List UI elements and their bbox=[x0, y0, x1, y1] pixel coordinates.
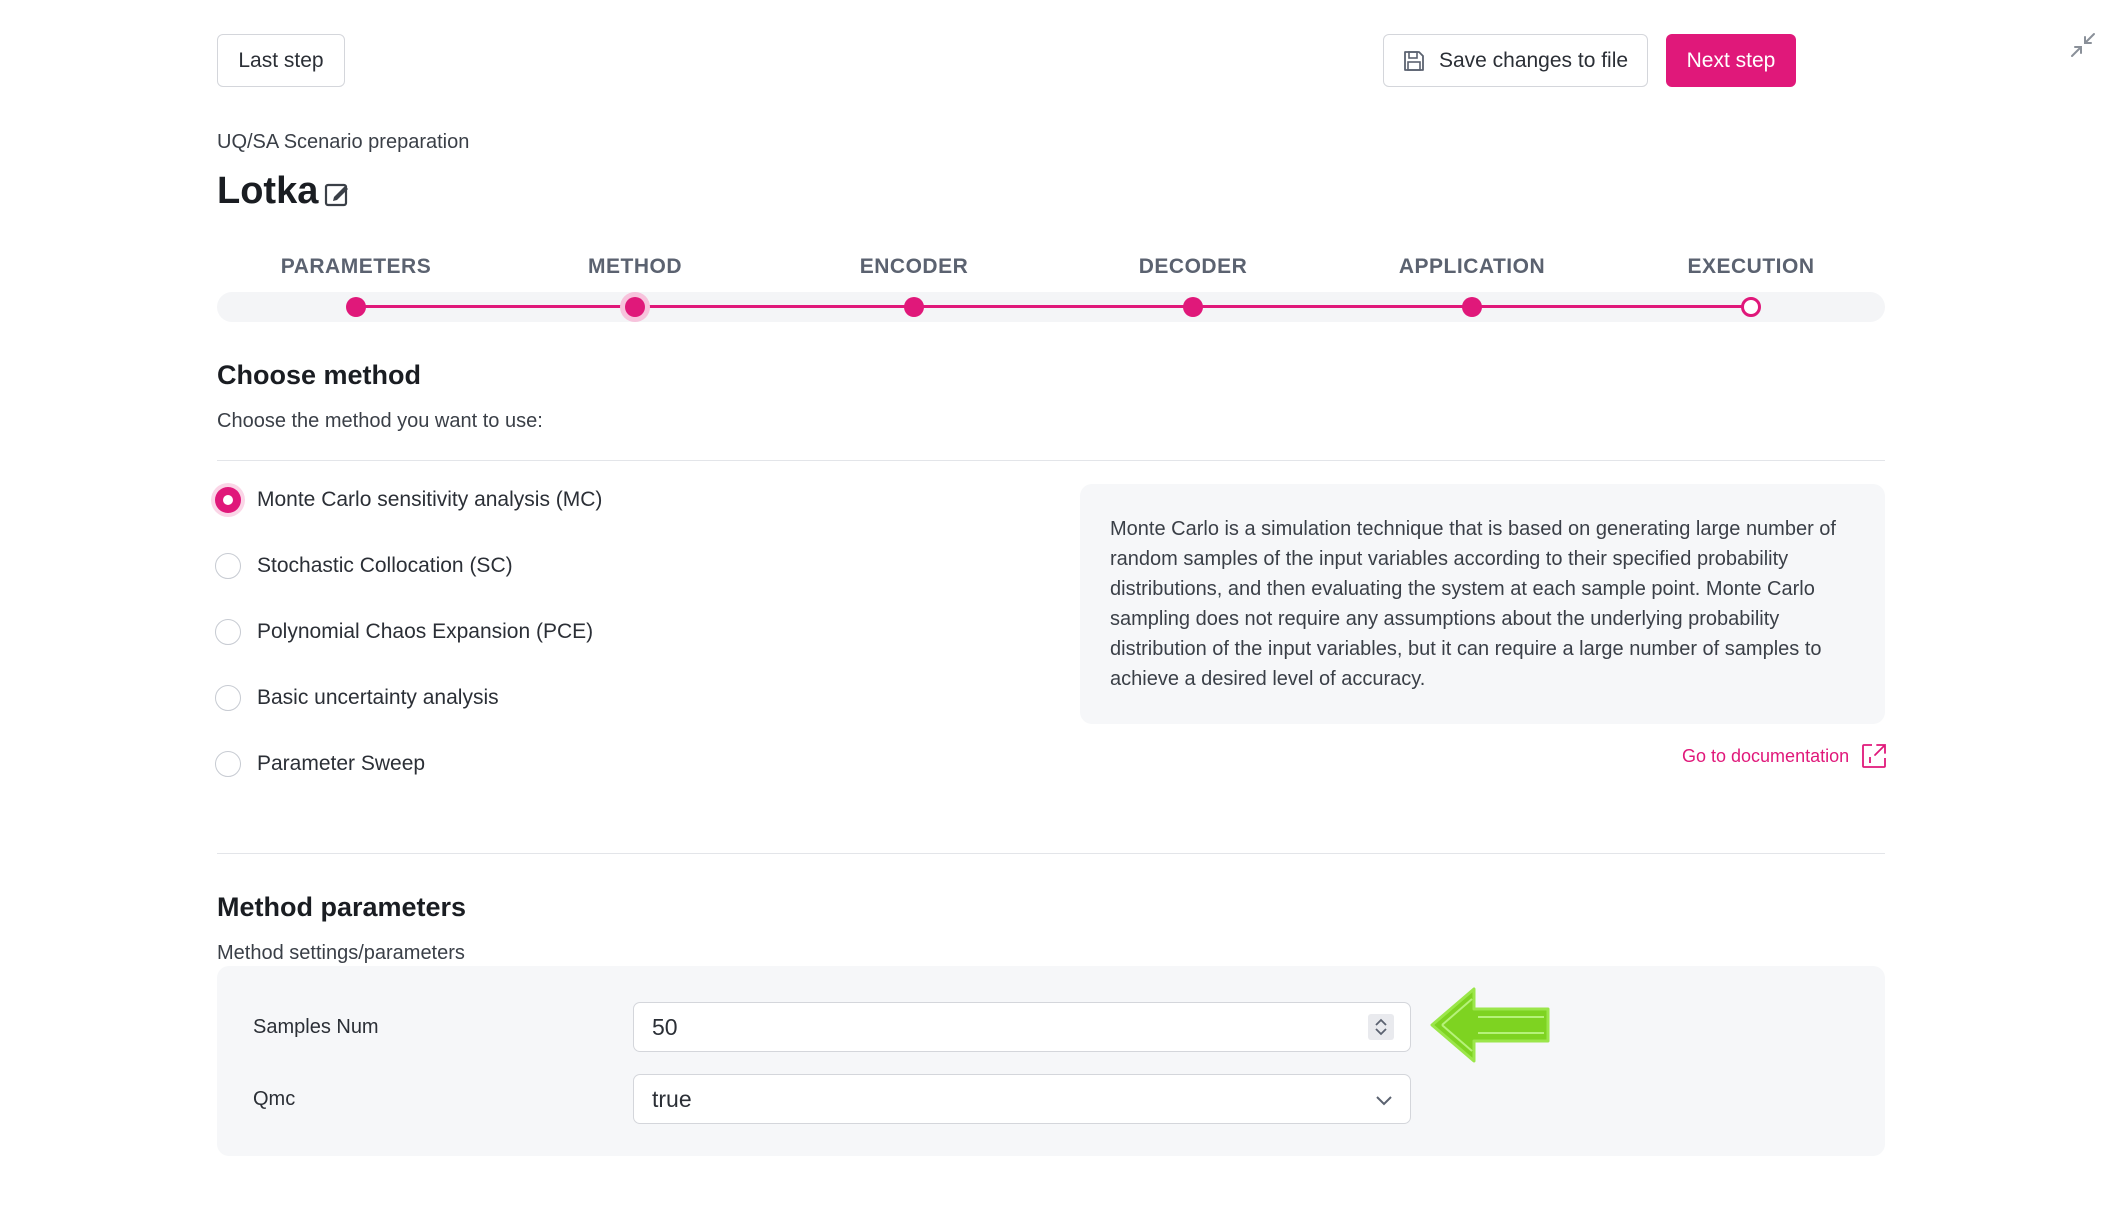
step-dot-encoder[interactable] bbox=[904, 297, 924, 317]
external-link-icon bbox=[1862, 744, 1887, 768]
step-dot-decoder[interactable] bbox=[1183, 297, 1203, 317]
last-step-label: Last step bbox=[238, 48, 324, 72]
radio-button[interactable] bbox=[215, 619, 241, 645]
section-divider bbox=[217, 460, 1885, 461]
chevron-down-icon bbox=[1376, 1096, 1392, 1106]
next-step-button[interactable]: Next step bbox=[1666, 34, 1796, 87]
save-changes-label: Save changes to file bbox=[1438, 48, 1629, 72]
green-arrow-annotation-icon bbox=[1430, 987, 1550, 1063]
choose-method-heading: Choose method bbox=[217, 360, 422, 390]
radio-button[interactable] bbox=[215, 487, 241, 513]
save-changes-button[interactable]: Save changes to file bbox=[1383, 34, 1648, 87]
method-option-mc[interactable]: Monte Carlo sensitivity analysis (MC) bbox=[215, 483, 602, 517]
step-progress-line bbox=[356, 305, 1751, 308]
step-label-parameters[interactable]: PARAMETERS bbox=[280, 255, 432, 278]
qmc-label: Qmc bbox=[253, 1088, 296, 1110]
method-option-label: Parameter Sweep bbox=[257, 752, 426, 775]
radio-button[interactable] bbox=[215, 685, 241, 711]
radio-button[interactable] bbox=[215, 553, 241, 579]
step-dot-parameters[interactable] bbox=[346, 297, 366, 317]
step-label-application[interactable]: APPLICATION bbox=[1398, 255, 1546, 278]
step-label-execution[interactable]: EXECUTION bbox=[1687, 255, 1815, 278]
page-title: Lotka bbox=[217, 170, 319, 212]
method-info-box: Monte Carlo is a simulation technique th… bbox=[1080, 484, 1885, 724]
method-option-label: Monte Carlo sensitivity analysis (MC) bbox=[257, 488, 603, 511]
page-subtitle: UQ/SA Scenario preparation bbox=[217, 131, 470, 153]
step-label-encoder[interactable]: ENCODER bbox=[859, 255, 969, 278]
step-dot-execution[interactable] bbox=[1741, 297, 1761, 317]
method-parameters-panel bbox=[217, 966, 1885, 1156]
method-option-sweep[interactable]: Parameter Sweep bbox=[215, 747, 425, 781]
step-dot-application[interactable] bbox=[1462, 297, 1482, 317]
floppy-disk-icon bbox=[1404, 50, 1424, 71]
qmc-select[interactable]: true bbox=[633, 1074, 1411, 1124]
method-parameters-description: Method settings/parameters bbox=[217, 942, 465, 964]
samples-num-input[interactable]: 50 bbox=[633, 1002, 1411, 1052]
next-step-label: Next step bbox=[1686, 48, 1776, 72]
method-parameters-heading: Method parameters bbox=[217, 892, 467, 922]
documentation-link[interactable]: Go to documentation bbox=[1682, 743, 1887, 769]
qmc-value: true bbox=[652, 1085, 692, 1112]
method-option-pce[interactable]: Polynomial Chaos Expansion (PCE) bbox=[215, 615, 593, 649]
edit-icon[interactable] bbox=[323, 180, 351, 208]
samples-num-label: Samples Num bbox=[253, 1016, 379, 1038]
step-dot-method[interactable] bbox=[625, 297, 645, 317]
radio-button[interactable] bbox=[215, 751, 241, 777]
last-step-button[interactable]: Last step bbox=[217, 34, 345, 87]
method-option-label: Basic uncertainty analysis bbox=[257, 686, 499, 709]
choose-method-description: Choose the method you want to use: bbox=[217, 410, 543, 432]
documentation-link-label: Go to documentation bbox=[1682, 745, 1850, 766]
number-stepper[interactable] bbox=[1368, 1014, 1394, 1040]
method-option-label: Polynomial Chaos Expansion (PCE) bbox=[257, 620, 594, 643]
method-option-sc[interactable]: Stochastic Collocation (SC) bbox=[215, 549, 513, 583]
method-option-basic[interactable]: Basic uncertainty analysis bbox=[215, 681, 499, 715]
method-option-label: Stochastic Collocation (SC) bbox=[257, 554, 513, 577]
collapse-icon[interactable] bbox=[2070, 32, 2096, 58]
samples-num-value: 50 bbox=[652, 1013, 678, 1040]
step-label-method[interactable]: METHOD bbox=[588, 255, 682, 278]
step-label-decoder[interactable]: DECODER bbox=[1138, 255, 1248, 278]
stepper-arrows-icon bbox=[1375, 1018, 1387, 1036]
section-divider bbox=[217, 853, 1885, 854]
method-info-text: Monte Carlo is a simulation technique th… bbox=[1110, 518, 1836, 690]
